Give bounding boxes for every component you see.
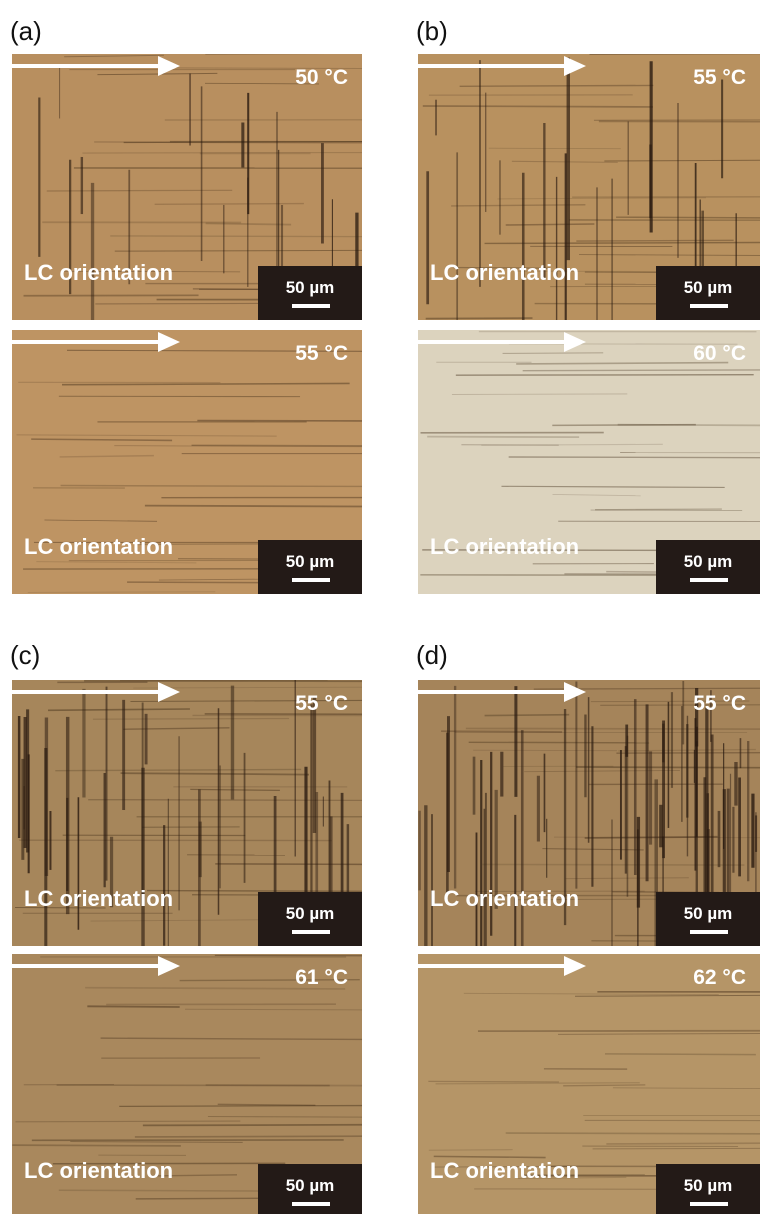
- temperature-label: 50 °C: [295, 66, 348, 90]
- orientation-label: LC orientation: [24, 1158, 173, 1184]
- scale-bar: 50 µm: [656, 1164, 760, 1214]
- temperature-label: 61 °C: [295, 966, 348, 990]
- temperature-label: 55 °C: [693, 66, 746, 90]
- micrograph: 50 °C LC orientation 50 µm: [12, 54, 362, 320]
- scale-label: 50 µm: [656, 1176, 760, 1196]
- orientation-arrow: [418, 680, 588, 704]
- orientation-label: LC orientation: [430, 886, 579, 912]
- micrograph: 55 °C LC orientation 50 µm: [418, 54, 760, 320]
- scale-bar: 50 µm: [258, 892, 362, 946]
- scale-bar: 50 µm: [656, 892, 760, 946]
- orientation-label: LC orientation: [430, 260, 579, 286]
- micrograph: 55 °C LC orientation 50 µm: [12, 330, 362, 594]
- orientation-arrow: [12, 330, 182, 354]
- temperature-label: 55 °C: [295, 342, 348, 366]
- scale-label: 50 µm: [258, 1176, 362, 1196]
- orientation-label: LC orientation: [24, 260, 173, 286]
- orientation-label: LC orientation: [430, 1158, 579, 1184]
- scale-bar: 50 µm: [656, 540, 760, 594]
- orientation-label: LC orientation: [24, 886, 173, 912]
- orientation-label: LC orientation: [430, 534, 579, 560]
- scale-bar: 50 µm: [258, 266, 362, 320]
- scale-line: [690, 304, 728, 308]
- scale-label: 50 µm: [656, 904, 760, 924]
- micrograph: 55 °C LC orientation 50 µm: [12, 680, 362, 946]
- micrograph: 61 °C LC orientation 50 µm: [12, 954, 362, 1214]
- scale-line: [292, 304, 330, 308]
- scale-label: 50 µm: [656, 552, 760, 572]
- scale-label: 50 µm: [258, 278, 362, 298]
- temperature-label: 55 °C: [693, 692, 746, 716]
- scale-bar: 50 µm: [258, 1164, 362, 1214]
- scale-label: 50 µm: [258, 904, 362, 924]
- panel-label: (c): [10, 640, 40, 671]
- scale-bar: 50 µm: [656, 266, 760, 320]
- orientation-arrow: [418, 330, 588, 354]
- temperature-label: 60 °C: [693, 342, 746, 366]
- temperature-label: 62 °C: [693, 966, 746, 990]
- scale-line: [690, 930, 728, 934]
- orientation-arrow: [12, 680, 182, 704]
- scale-label: 50 µm: [258, 552, 362, 572]
- scale-label: 50 µm: [656, 278, 760, 298]
- orientation-arrow: [12, 954, 182, 978]
- panel-label: (b): [416, 16, 448, 47]
- scale-line: [292, 1202, 330, 1206]
- panel-label: (d): [416, 640, 448, 671]
- orientation-arrow: [418, 54, 588, 78]
- orientation-label: LC orientation: [24, 534, 173, 560]
- scale-bar: 50 µm: [258, 540, 362, 594]
- panel-label: (a): [10, 16, 42, 47]
- micrograph: 60 °C LC orientation 50 µm: [418, 330, 760, 594]
- figure: (a) 50 °C LC orientation 50 µm 55 °C LC orien…: [0, 0, 760, 1214]
- orientation-arrow: [12, 54, 182, 78]
- scale-line: [690, 578, 728, 582]
- orientation-arrow: [418, 954, 588, 978]
- micrograph: 55 °C LC orientation 50 µm: [418, 680, 760, 946]
- micrograph: 62 °C LC orientation 50 µm: [418, 954, 760, 1214]
- temperature-label: 55 °C: [295, 692, 348, 716]
- scale-line: [292, 578, 330, 582]
- scale-line: [292, 930, 330, 934]
- scale-line: [690, 1202, 728, 1206]
